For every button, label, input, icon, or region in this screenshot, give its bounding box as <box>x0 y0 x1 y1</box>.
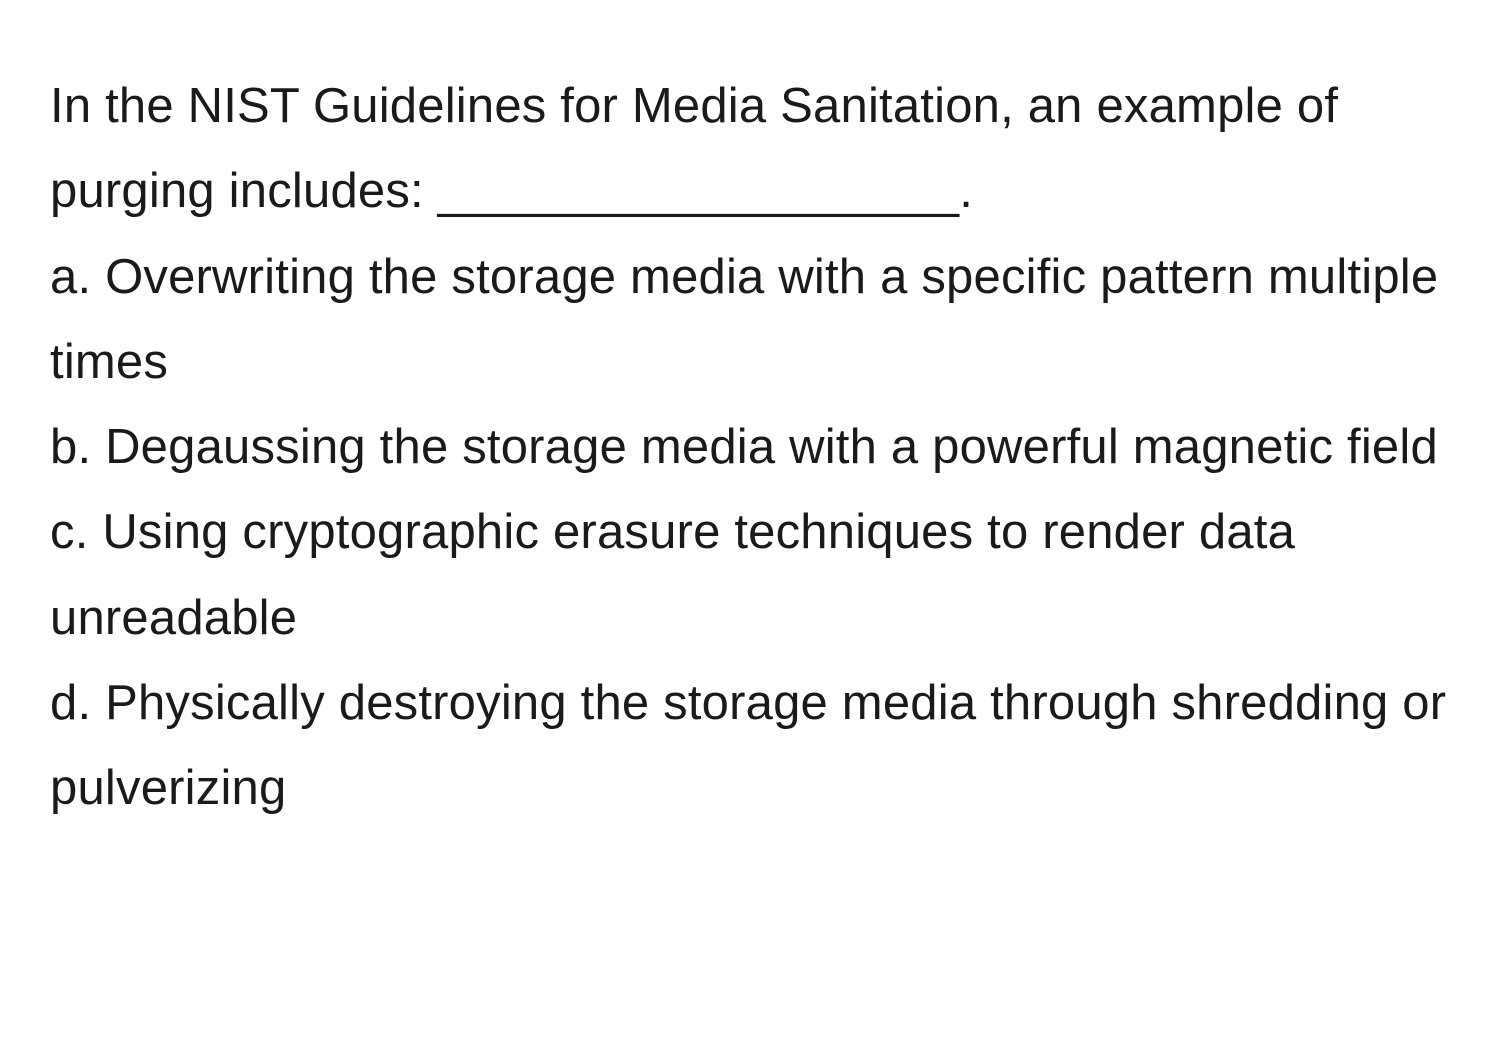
question-stem: In the NIST Guidelines for Media Sanitat… <box>50 64 1450 235</box>
option-d: d. Physically destroying the storage med… <box>50 661 1450 832</box>
option-c: c. Using cryptographic erasure technique… <box>50 490 1450 661</box>
option-b: b. Degaussing the storage media with a p… <box>50 405 1450 490</box>
question-page: In the NIST Guidelines for Media Sanitat… <box>0 0 1500 881</box>
option-a: a. Overwriting the storage media with a … <box>50 235 1450 406</box>
